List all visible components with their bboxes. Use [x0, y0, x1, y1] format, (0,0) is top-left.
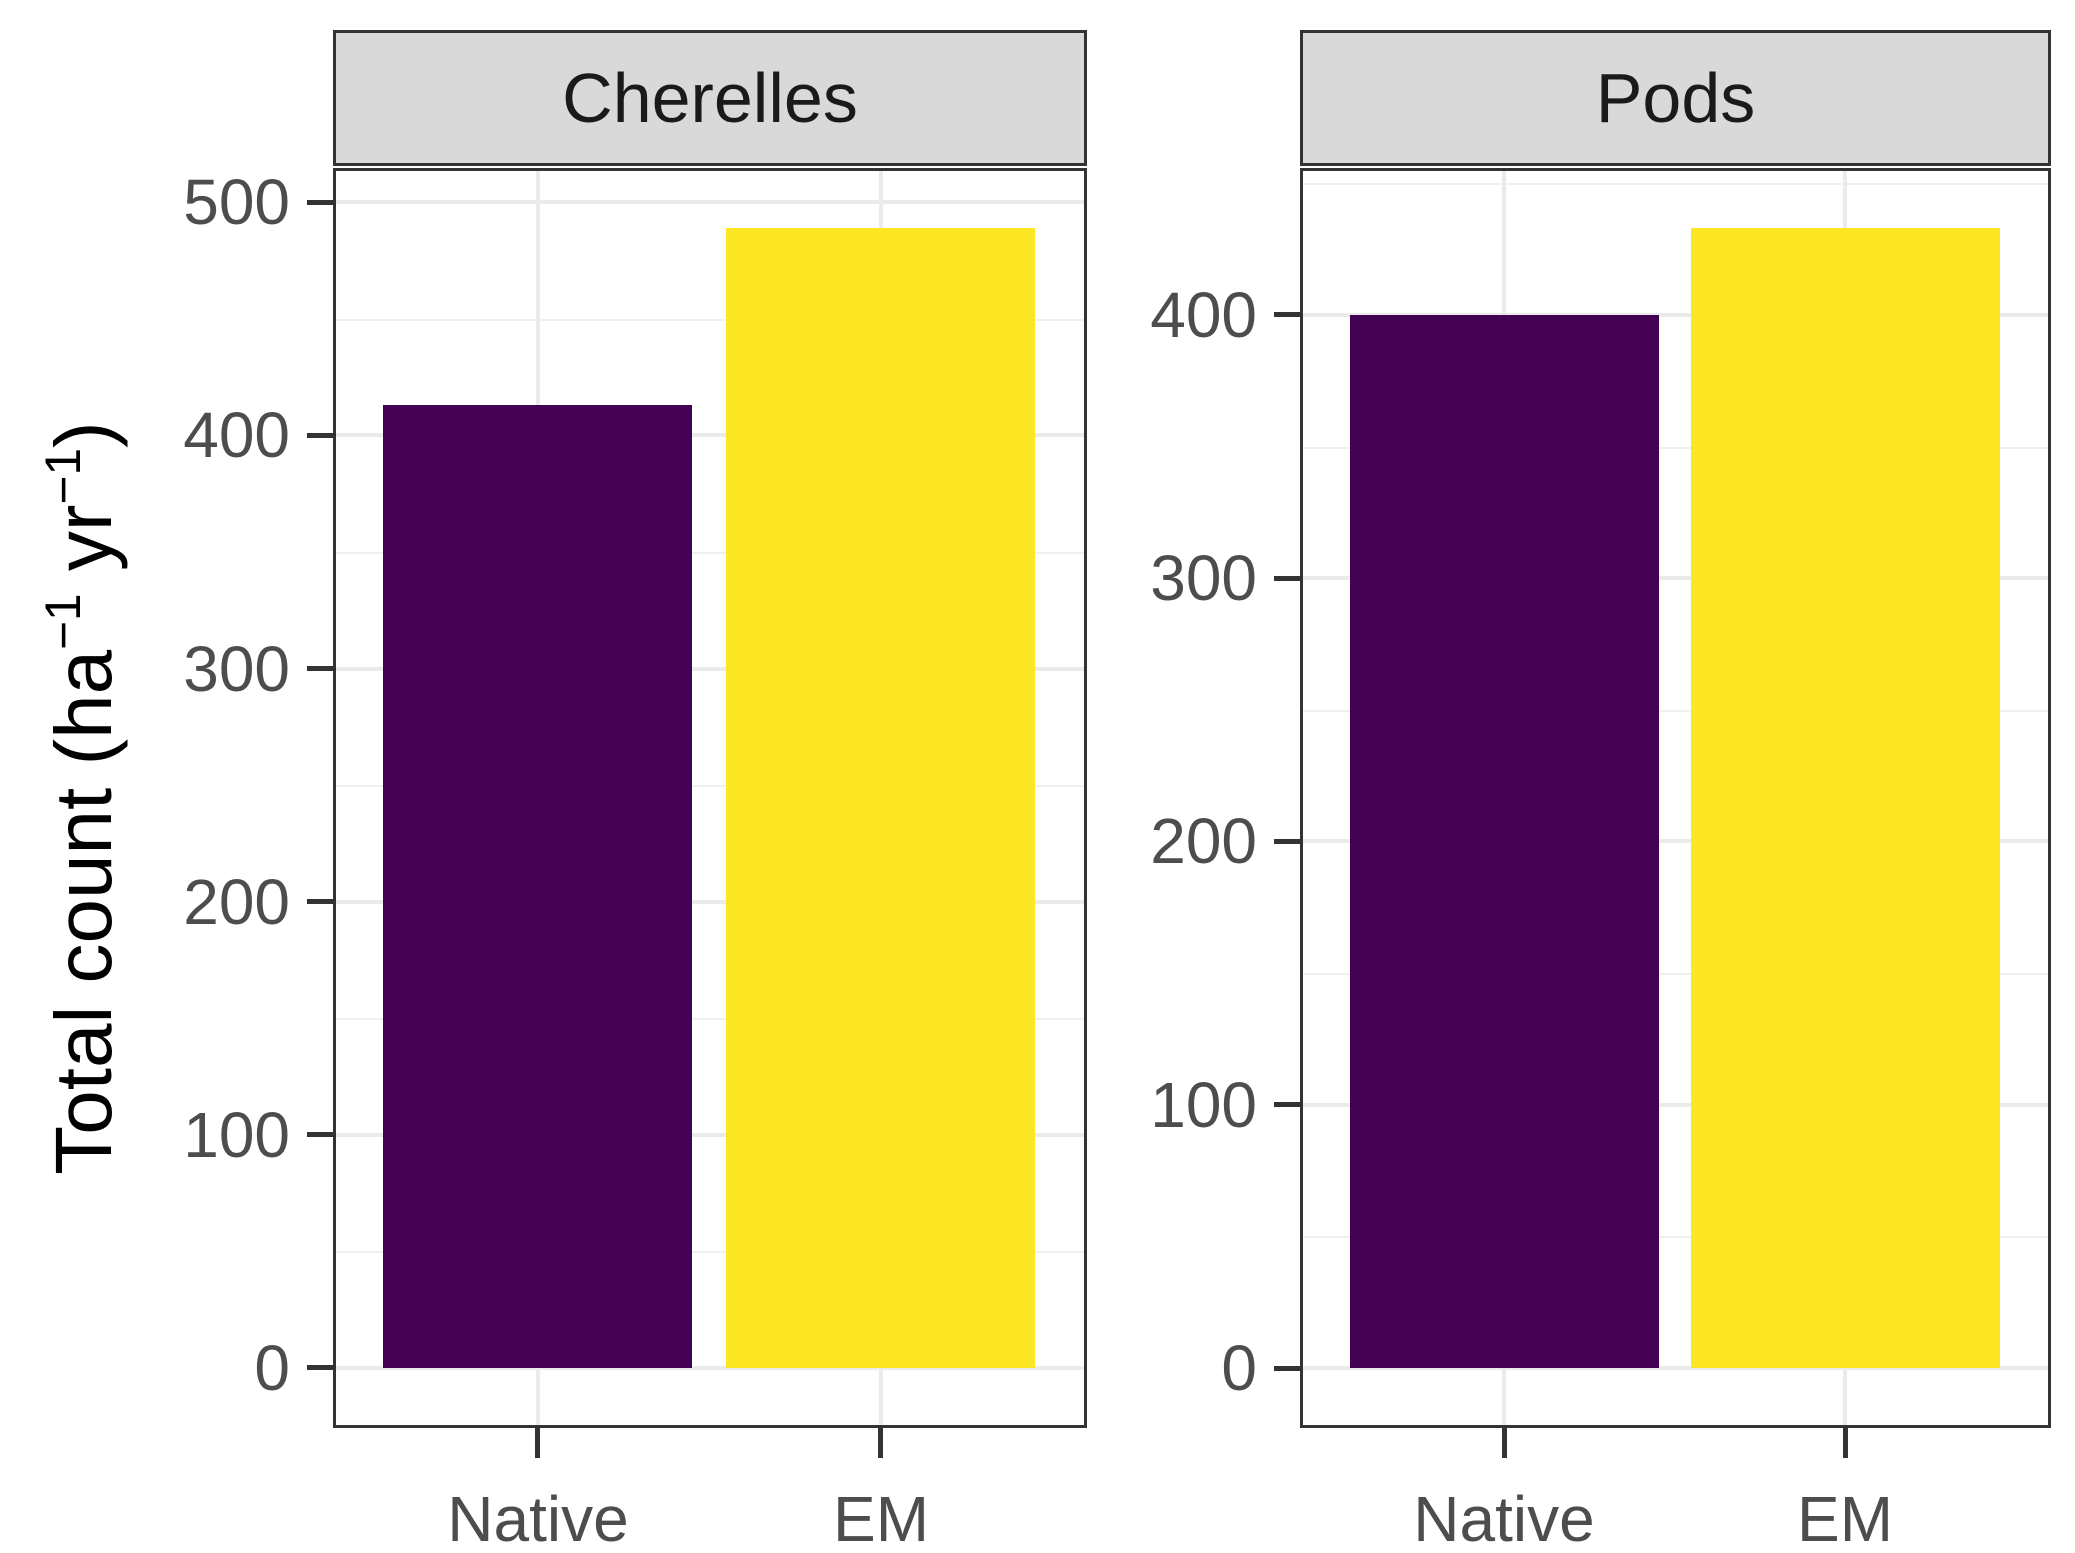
- facet-strip-label-pods: Pods: [1595, 59, 1756, 137]
- gridline-major-y: [1303, 576, 2048, 580]
- y-tick-mark: [1274, 576, 1300, 581]
- gridline-minor-y: [336, 552, 1084, 554]
- gridline-major-y: [336, 1133, 1084, 1137]
- bar-cherelles-native: [383, 405, 692, 1368]
- gridline-minor-y: [336, 1251, 1084, 1253]
- bar-cherelles-em: [726, 228, 1035, 1368]
- gridline-minor-y: [1303, 973, 2048, 975]
- x-tick-label-em: EM: [833, 1483, 929, 1553]
- gridline-minor-y: [1303, 710, 2048, 712]
- y-tick-mark: [307, 433, 333, 438]
- gridline-minor-y: [336, 319, 1084, 321]
- x-tick-label-native: Native: [447, 1483, 629, 1553]
- y-tick-mark: [1274, 839, 1300, 844]
- x-tick-label-em: EM: [1797, 1483, 1893, 1553]
- y-tick-mark: [307, 899, 333, 904]
- gridline-minor-y: [1303, 1236, 2048, 1238]
- y-axis-title-text: yr: [38, 504, 128, 594]
- y-tick-label: 0: [254, 1332, 290, 1404]
- gridline-minor-y: [1303, 183, 2048, 185]
- x-tick-label-native: Native: [1413, 1483, 1595, 1553]
- y-tick-label: 300: [183, 633, 290, 705]
- facet-strip-pods: Pods: [1300, 30, 2051, 166]
- y-tick-mark: [1274, 1366, 1300, 1371]
- facet-strip-cherelles: Cherelles: [333, 30, 1087, 166]
- x-tick-mark: [1843, 1428, 1848, 1458]
- x-tick-mark: [535, 1428, 540, 1458]
- y-tick-mark: [307, 200, 333, 205]
- y-tick-label: 0: [1221, 1332, 1257, 1404]
- gridline-minor-y: [336, 1018, 1084, 1020]
- y-tick-mark: [1274, 312, 1300, 317]
- gridline-major-y: [336, 667, 1084, 671]
- bar-pods-em: [1691, 228, 2000, 1368]
- x-tick-mark: [878, 1428, 883, 1458]
- gridline-major-y: [1303, 1103, 2048, 1107]
- x-tick-mark: [1502, 1428, 1507, 1458]
- y-tick-label: 400: [183, 399, 290, 471]
- y-tick-label: 200: [183, 866, 290, 938]
- gridline-minor-y: [1303, 447, 2048, 449]
- gridline-major-y: [336, 900, 1084, 904]
- y-tick-mark: [1274, 1102, 1300, 1107]
- y-tick-label: 200: [1150, 805, 1257, 877]
- y-tick-mark: [307, 666, 333, 671]
- y-tick-label: 500: [183, 166, 290, 238]
- panel-cherelles: [333, 168, 1087, 1428]
- y-tick-label: 300: [1150, 542, 1257, 614]
- gridline-major-y: [1303, 839, 2048, 843]
- gridline-minor-y: [336, 785, 1084, 787]
- bar-pods-native: [1350, 315, 1659, 1368]
- y-tick-mark: [307, 1132, 333, 1137]
- gridline-major-y: [336, 1366, 1084, 1370]
- panel-pods: [1300, 168, 2051, 1428]
- y-axis-title: Total count (ha−1 yr−1): [17, 98, 128, 1498]
- y-tick-label: 400: [1150, 279, 1257, 351]
- y-tick-label: 100: [1150, 1069, 1257, 1141]
- y-tick-mark: [307, 1365, 333, 1370]
- gridline-major-y: [336, 433, 1084, 437]
- facet-strip-label-cherelles: Cherelles: [562, 59, 858, 137]
- y-tick-label: 100: [183, 1099, 290, 1171]
- gridline-major-y: [1303, 313, 2048, 317]
- gridline-major-y: [1303, 1366, 2048, 1370]
- gridline-major-y: [336, 200, 1084, 204]
